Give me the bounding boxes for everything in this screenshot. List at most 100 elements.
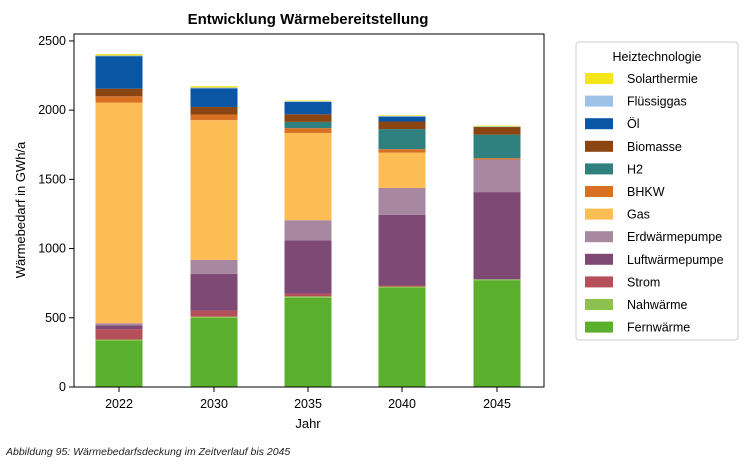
legend-swatch — [585, 276, 613, 288]
bar-segment-nahwärme-2035 — [284, 296, 332, 298]
bar-segment-luftwärmepumpe-2040 — [378, 214, 426, 286]
bar-segment-fernwärme-2045 — [473, 280, 521, 387]
bar-segment-flüssiggas-2030 — [190, 87, 238, 89]
bar-segment-fernwärme-2035 — [284, 297, 332, 387]
bar-segment-bhkw-2040 — [378, 149, 426, 153]
bar-segment-h2-2045 — [473, 134, 521, 159]
bar-segment-solarthermie-2040 — [378, 115, 426, 116]
x-tick-label: 2035 — [294, 397, 322, 411]
legend-entry: Fernwärme — [627, 321, 690, 335]
y-axis-label: Wärmebedarf in GWh/a — [13, 141, 28, 278]
legend-swatch — [585, 253, 613, 265]
bar-segment-nahwärme-2030 — [190, 316, 238, 318]
bar-segment-öl-2022 — [95, 56, 143, 89]
bar-segment-solarthermie-2022 — [95, 54, 143, 56]
bar-segment-strom-2022 — [95, 329, 143, 340]
bar-segment-fernwärme-2040 — [378, 288, 426, 387]
x-axis-label: Jahr — [295, 416, 321, 431]
bar-segment-solarthermie-2035 — [284, 100, 332, 102]
bar-segment-erdwärmepumpe-2022 — [95, 323, 143, 326]
bar-segment-strom-2040 — [378, 285, 426, 287]
legend-swatch — [585, 73, 613, 84]
bar-segment-flüssiggas-2040 — [378, 115, 426, 117]
y-tick-label: 1500 — [38, 172, 66, 186]
bar-segment-flüssiggas-2045 — [473, 126, 521, 128]
bar-segment-biomasse-2040 — [378, 121, 426, 130]
figure-caption: Abbildung 95: Wärmebedarfsdeckung im Zei… — [6, 446, 291, 458]
bar-segment-biomasse-2022 — [95, 88, 143, 97]
y-tick-label: 500 — [45, 311, 66, 325]
legend-entry: Öl — [627, 117, 640, 131]
bar-segment-erdwärmepumpe-2045 — [473, 159, 521, 193]
legend-swatch — [585, 186, 613, 197]
bar-segment-erdwärmepumpe-2030 — [190, 259, 238, 274]
legend-frame — [575, 41, 739, 341]
bar-segment-h2-2040 — [378, 129, 426, 150]
legend-entry: Biomasse — [627, 140, 682, 154]
legend-swatch — [585, 95, 613, 107]
legend-entry: Erdwärmepumpe — [627, 230, 722, 244]
bar-segment-flüssiggas-2022 — [95, 55, 143, 57]
bar-segment-strom-2030 — [190, 310, 238, 317]
chart-title: Entwicklung Wärmebereitstellung — [188, 11, 429, 28]
bar-segment-fernwärme-2022 — [95, 340, 143, 387]
bar-segment-erdwärmepumpe-2040 — [378, 187, 426, 215]
legend-swatch — [585, 118, 613, 130]
plot-frame — [73, 33, 545, 388]
y-tick-label: 1000 — [38, 242, 66, 256]
legend-entry: Nahwärme — [627, 298, 687, 312]
bar-segment-bhkw-2035 — [284, 128, 332, 133]
bar-segment-erdwärmepumpe-2035 — [284, 220, 332, 241]
legend: Heiztechnologie Solarthermie Flüssiggas Öl… — [575, 41, 739, 341]
legend-entry: BHKW — [627, 185, 665, 199]
bar-segment-strom-2035 — [284, 293, 332, 297]
bar-segment-solarthermie-2045 — [473, 125, 521, 127]
bar-segment-biomasse-2030 — [190, 106, 238, 115]
bar-segment-gas-2035 — [284, 132, 332, 221]
bar-segment-öl-2035 — [284, 101, 332, 115]
bar-segment-fernwärme-2030 — [190, 317, 238, 387]
x-tick-label: 2022 — [105, 397, 133, 411]
x-tick-label: 2045 — [483, 397, 511, 411]
bar-segment-luftwärmepumpe-2035 — [284, 240, 332, 294]
legend-entry: H2 — [627, 162, 643, 176]
legend-entry: Solarthermie — [627, 72, 698, 86]
x-tick-label: 2040 — [388, 397, 416, 411]
y-tick-label: 0 — [59, 380, 66, 394]
bar-segment-öl-2030 — [190, 88, 238, 107]
legend-swatch — [585, 140, 613, 152]
bar-segment-h2-2035 — [284, 121, 332, 129]
bar-segment-bhkw-2022 — [95, 96, 143, 103]
bar-segment-biomasse-2035 — [284, 114, 332, 122]
legend-swatch — [585, 321, 613, 333]
bar-segment-luftwärmepumpe-2045 — [473, 192, 521, 280]
bar-segment-nahwärme-2045 — [473, 279, 521, 281]
bar-segment-nahwärme-2040 — [378, 286, 426, 289]
bar-stacks — [95, 54, 521, 387]
bar-segment-nahwärme-2022 — [95, 339, 143, 341]
bar-segment-luftwärmepumpe-2030 — [190, 273, 238, 311]
bar-segment-luftwärmepumpe-2022 — [95, 325, 143, 330]
y-axis: 0 500 1000 1500 2000 2500 — [38, 34, 74, 394]
bar-segment-gas-2030 — [190, 120, 238, 260]
legend-entry: Strom — [627, 275, 660, 289]
bar-segment-gas-2022 — [95, 102, 143, 324]
x-axis: 2022 2030 2035 2040 2045 — [105, 387, 511, 411]
bar-segment-solarthermie-2030 — [190, 86, 238, 88]
x-tick-label: 2030 — [200, 397, 228, 411]
legend-entry: Luftwärmepumpe — [627, 253, 724, 267]
bar-segment-biomasse-2045 — [473, 127, 521, 135]
bar-segment-bhkw-2045 — [473, 158, 521, 160]
bar-segment-bhkw-2030 — [190, 114, 238, 121]
y-tick-label: 2000 — [38, 103, 66, 117]
legend-entry: Gas — [627, 208, 650, 222]
legend-swatch — [585, 208, 613, 220]
bar-segment-öl-2040 — [378, 116, 426, 122]
legend-swatch — [585, 163, 613, 175]
bar-segment-flüssiggas-2035 — [284, 101, 332, 102]
legend-entry: Flüssiggas — [627, 95, 687, 109]
legend-swatch — [585, 231, 613, 243]
bar-segment-gas-2040 — [378, 152, 426, 188]
chart: Entwicklung Wärmebereitstellung 0 500 1000… — [13, 11, 739, 431]
y-tick-label: 2500 — [38, 34, 66, 48]
